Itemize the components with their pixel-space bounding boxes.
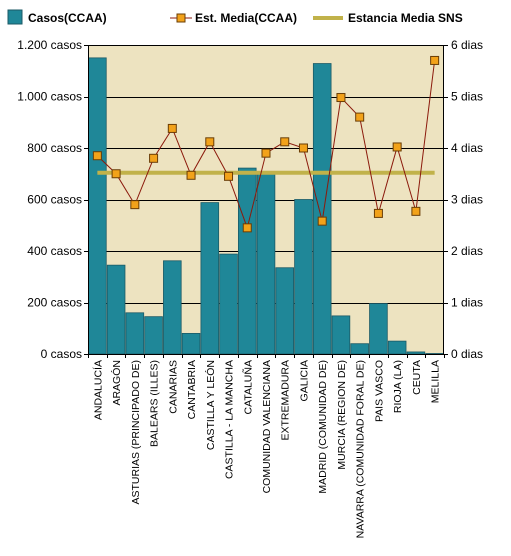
y-left-tick-label: 600 casos (27, 193, 82, 207)
legend-swatch-casos (7, 9, 23, 25)
y-left-tick-label: 0 casos (41, 347, 82, 361)
line-marker (373, 208, 383, 218)
line-marker (411, 206, 421, 216)
y-axis-right-labels: 0 dias 1 dias 2 dias 3 dias 4 dias 5 dias 6 di… (451, 38, 483, 361)
x-tick-label: CASTILLA Y LEÓN (204, 360, 217, 450)
y-right-tick-label: 5 dias (451, 90, 483, 104)
legend: Casos(CCAA) Est. Media(CCAA) Estancia Me… (7, 9, 463, 25)
x-tick-label: RIOJA (LA) (392, 360, 404, 413)
y-left-tick-label: 400 casos (27, 244, 82, 258)
y-left-tick-label: 1.200 casos (17, 38, 82, 52)
line-series-est-media (92, 55, 440, 233)
bar (125, 312, 145, 355)
bar (106, 264, 126, 355)
x-tick-label: ASTURIAS (PRINCIPADO DE) (130, 360, 142, 505)
x-tick-label: EXTREMADURA (280, 360, 292, 441)
x-tick-label: ARAGÓN (110, 360, 123, 406)
bar (406, 351, 426, 355)
line-marker (224, 171, 234, 181)
x-tick-label: MADRID (COMUNIDAD DE) (317, 360, 329, 494)
y-left-tick-label: 200 casos (27, 296, 82, 310)
line-marker (92, 151, 102, 161)
line-marker (242, 223, 252, 233)
line-marker (430, 55, 440, 65)
x-axis-labels: ANDALUCÍA ARAGÓN ASTURIAS (PRINCIPADO DE) B… (91, 360, 441, 538)
axes (84, 45, 448, 358)
y-right-tick-label: 6 dias (451, 38, 483, 52)
legend-item-casos: Casos(CCAA) (7, 9, 107, 25)
y-left-tick-label: 1.000 casos (17, 90, 82, 104)
x-tick-label: GALICIA (298, 360, 310, 401)
x-tick-label: PAIS VASCO (373, 360, 385, 422)
legend-marker-est-media (176, 13, 186, 23)
x-tick-label: NAVARRA (COMUNIDAD FORAL DE) (355, 360, 367, 538)
x-tick-label: MELILLA (430, 360, 442, 403)
y-right-tick-label: 2 dias (451, 244, 483, 258)
x-tick-label: CATALUÑA (241, 360, 254, 414)
x-tick-label: CANTABRIA (186, 360, 198, 419)
bar (331, 315, 351, 355)
line-marker (336, 93, 346, 103)
y-right-tick-label: 0 dias (451, 347, 483, 361)
line-marker (130, 200, 140, 210)
line-marker (186, 170, 196, 180)
line-marker (298, 143, 308, 153)
line-marker (149, 153, 159, 163)
bar (275, 267, 295, 355)
bar (350, 343, 369, 355)
y-right-tick-label: 1 dias (451, 296, 483, 310)
x-tick-label: CASTILLA - LA MANCHA (224, 360, 236, 479)
line-marker (317, 216, 327, 226)
x-tick-label: CEUTA (411, 360, 423, 395)
legend-label-est-media: Est. Media(CCAA) (195, 11, 297, 25)
line-marker (111, 169, 121, 179)
bar (387, 340, 407, 355)
bar (237, 167, 257, 355)
y-axis-left-labels: 0 casos 200 casos 400 casos 600 casos 800 ca… (17, 38, 82, 361)
x-tick-label: COMUNIDAD VALENCIANA (261, 360, 273, 493)
bar (312, 63, 332, 355)
y-right-tick-label: 3 dias (451, 193, 483, 207)
line-marker (392, 142, 402, 152)
x-tick-label: ANDALUCÍA (91, 360, 104, 420)
legend-label-casos: Casos(CCAA) (28, 11, 107, 25)
line-marker (205, 137, 215, 147)
bar (163, 260, 182, 355)
x-tick-label: BALEARS (ILLES) (149, 360, 161, 447)
bar (88, 57, 107, 355)
legend-label-sns: Estancia Media SNS (348, 11, 463, 25)
bar (294, 199, 313, 355)
bar (425, 353, 444, 355)
y-right-tick-label: 4 dias (451, 141, 483, 155)
legend-item-est-media: Est. Media(CCAA) (170, 11, 297, 25)
line-marker (261, 148, 271, 158)
bar (369, 303, 388, 355)
line-marker (167, 123, 177, 133)
bar (181, 332, 201, 355)
x-tick-label: CANARIAS (167, 360, 179, 414)
line-marker (280, 137, 290, 147)
bar (256, 173, 276, 355)
y-left-tick-label: 800 casos (27, 141, 82, 155)
bar (200, 202, 220, 355)
bar (144, 316, 163, 355)
legend-item-sns: Estancia Media SNS (313, 11, 463, 25)
bar (219, 253, 238, 355)
line-marker (355, 112, 365, 122)
x-tick-label: MURCIA (REGION DE) (336, 360, 348, 470)
